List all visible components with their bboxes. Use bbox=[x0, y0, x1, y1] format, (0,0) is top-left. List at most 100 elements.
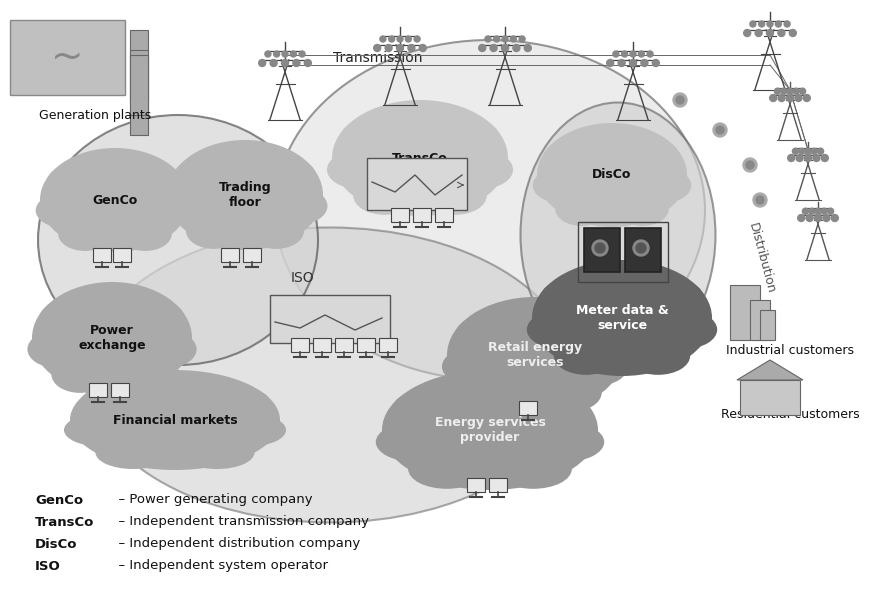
Ellipse shape bbox=[555, 192, 609, 226]
Circle shape bbox=[380, 36, 386, 42]
Ellipse shape bbox=[80, 386, 155, 419]
FancyBboxPatch shape bbox=[489, 478, 507, 492]
FancyBboxPatch shape bbox=[413, 208, 431, 222]
Ellipse shape bbox=[58, 216, 112, 251]
Circle shape bbox=[778, 94, 785, 101]
Text: TransCo: TransCo bbox=[392, 151, 448, 164]
Circle shape bbox=[420, 44, 427, 52]
Ellipse shape bbox=[587, 263, 657, 304]
Text: TransCo: TransCo bbox=[35, 515, 95, 528]
Circle shape bbox=[803, 94, 810, 101]
Ellipse shape bbox=[64, 413, 139, 447]
Ellipse shape bbox=[640, 279, 704, 317]
Circle shape bbox=[821, 208, 827, 214]
Circle shape bbox=[259, 59, 266, 66]
Ellipse shape bbox=[527, 311, 591, 349]
Ellipse shape bbox=[32, 282, 192, 394]
Text: – Independent transmission company: – Independent transmission company bbox=[110, 515, 369, 528]
Ellipse shape bbox=[180, 436, 255, 469]
Circle shape bbox=[397, 36, 403, 42]
Ellipse shape bbox=[448, 372, 532, 416]
Bar bbox=[625, 228, 661, 272]
Ellipse shape bbox=[424, 177, 487, 215]
Ellipse shape bbox=[552, 315, 615, 354]
Circle shape bbox=[274, 51, 280, 57]
Circle shape bbox=[510, 36, 516, 42]
Bar bbox=[130, 55, 148, 115]
Text: DisCo: DisCo bbox=[593, 168, 632, 181]
Ellipse shape bbox=[118, 216, 172, 251]
Text: Distribution: Distribution bbox=[746, 221, 778, 295]
Circle shape bbox=[607, 59, 614, 66]
Ellipse shape bbox=[81, 285, 143, 324]
Ellipse shape bbox=[447, 297, 623, 413]
Circle shape bbox=[795, 94, 802, 101]
Circle shape bbox=[524, 44, 531, 52]
Text: Transmission: Transmission bbox=[333, 51, 422, 65]
Circle shape bbox=[415, 36, 420, 42]
Ellipse shape bbox=[40, 148, 190, 252]
Circle shape bbox=[502, 36, 508, 42]
Text: Residential customers: Residential customers bbox=[720, 409, 859, 422]
Ellipse shape bbox=[96, 436, 170, 469]
Circle shape bbox=[743, 158, 757, 172]
Ellipse shape bbox=[494, 449, 572, 489]
Ellipse shape bbox=[554, 337, 618, 375]
Circle shape bbox=[673, 93, 687, 107]
Ellipse shape bbox=[116, 356, 173, 393]
Text: ISO: ISO bbox=[35, 560, 61, 572]
Circle shape bbox=[809, 208, 815, 214]
Text: – Independent distribution company: – Independent distribution company bbox=[110, 537, 361, 550]
Circle shape bbox=[633, 240, 649, 256]
Ellipse shape bbox=[382, 370, 598, 490]
Ellipse shape bbox=[129, 165, 183, 199]
Circle shape bbox=[385, 44, 392, 52]
Ellipse shape bbox=[533, 168, 587, 203]
Circle shape bbox=[290, 51, 296, 57]
Ellipse shape bbox=[375, 422, 453, 462]
Ellipse shape bbox=[174, 158, 230, 194]
Circle shape bbox=[676, 96, 684, 104]
Ellipse shape bbox=[583, 125, 640, 162]
Circle shape bbox=[805, 155, 812, 161]
Circle shape bbox=[490, 44, 497, 52]
Circle shape bbox=[798, 215, 805, 222]
Bar bbox=[367, 158, 467, 210]
Circle shape bbox=[778, 30, 785, 37]
Ellipse shape bbox=[455, 315, 518, 354]
Circle shape bbox=[786, 94, 793, 101]
Circle shape bbox=[784, 21, 790, 27]
Ellipse shape bbox=[47, 165, 101, 199]
Text: ~: ~ bbox=[50, 38, 83, 76]
Text: Retail energy
services: Retail energy services bbox=[488, 341, 582, 369]
Ellipse shape bbox=[437, 119, 500, 157]
Text: DisCo: DisCo bbox=[35, 537, 77, 550]
Circle shape bbox=[746, 161, 754, 169]
Circle shape bbox=[802, 208, 808, 214]
Circle shape bbox=[636, 243, 646, 253]
Text: Generation plants: Generation plants bbox=[39, 109, 151, 122]
Ellipse shape bbox=[468, 374, 531, 412]
FancyBboxPatch shape bbox=[89, 383, 107, 397]
Ellipse shape bbox=[186, 213, 242, 249]
Circle shape bbox=[753, 193, 767, 207]
Circle shape bbox=[775, 21, 781, 27]
FancyBboxPatch shape bbox=[221, 248, 239, 262]
Bar bbox=[750, 300, 770, 340]
FancyBboxPatch shape bbox=[93, 248, 111, 262]
Circle shape bbox=[374, 44, 381, 52]
Ellipse shape bbox=[70, 370, 280, 470]
Bar bbox=[10, 20, 125, 95]
Bar bbox=[584, 228, 620, 272]
Ellipse shape bbox=[141, 193, 195, 228]
Ellipse shape bbox=[332, 100, 508, 216]
Text: Energy services
provider: Energy services provider bbox=[434, 416, 546, 444]
Circle shape bbox=[293, 59, 300, 66]
Circle shape bbox=[823, 215, 830, 222]
FancyBboxPatch shape bbox=[313, 338, 331, 352]
Circle shape bbox=[793, 88, 799, 94]
Circle shape bbox=[770, 94, 777, 101]
Circle shape bbox=[793, 148, 799, 154]
Ellipse shape bbox=[501, 299, 569, 341]
Ellipse shape bbox=[527, 422, 604, 462]
